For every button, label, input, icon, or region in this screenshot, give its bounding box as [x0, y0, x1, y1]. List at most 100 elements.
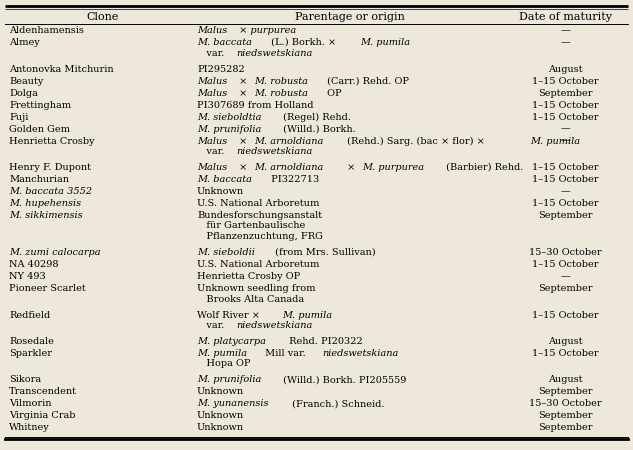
- Text: M. prunifolia: M. prunifolia: [197, 125, 261, 134]
- Text: —: —: [561, 125, 570, 134]
- Text: var.: var.: [197, 321, 227, 330]
- Text: ×: ×: [236, 163, 251, 172]
- Text: 1–15 October: 1–15 October: [532, 163, 599, 172]
- Text: ×: ×: [236, 136, 251, 145]
- Text: Golden Gem: Golden Gem: [9, 125, 70, 134]
- Text: PI322713: PI322713: [268, 175, 319, 184]
- Text: PI307689 from Holland: PI307689 from Holland: [197, 100, 313, 109]
- Text: M. sieboldii: M. sieboldii: [197, 248, 255, 257]
- Text: (Barbier) Rehd.: (Barbier) Rehd.: [443, 163, 523, 172]
- Text: Rosedale: Rosedale: [9, 337, 54, 346]
- Text: ×: ×: [236, 76, 251, 86]
- Text: Almey: Almey: [9, 38, 40, 47]
- Text: Malus: Malus: [197, 89, 227, 98]
- Text: Henrietta Crosby OP: Henrietta Crosby OP: [197, 272, 300, 281]
- Text: Frettingham: Frettingham: [9, 100, 71, 109]
- Text: ×: ×: [236, 89, 251, 98]
- Text: OP: OP: [324, 89, 342, 98]
- Text: M. yunanensis: M. yunanensis: [197, 400, 268, 409]
- Text: Pioneer Scarlet: Pioneer Scarlet: [9, 284, 85, 293]
- Text: 1–15 October: 1–15 October: [532, 349, 599, 358]
- Text: (Rehd.) Sarg. (bac × flor) ×: (Rehd.) Sarg. (bac × flor) ×: [344, 136, 488, 145]
- Text: M. baccata: M. baccata: [197, 38, 252, 47]
- Text: M. baccata 3552: M. baccata 3552: [9, 187, 92, 196]
- Text: Redfield: Redfield: [9, 310, 50, 320]
- Text: M. pumila: M. pumila: [530, 136, 580, 145]
- Text: niedswetskiana: niedswetskiana: [236, 147, 313, 156]
- Text: Manchurian: Manchurian: [9, 175, 69, 184]
- Text: 15–30 October: 15–30 October: [529, 400, 602, 409]
- Text: Unknown: Unknown: [197, 411, 244, 420]
- Text: (Carr.) Rehd. OP: (Carr.) Rehd. OP: [324, 76, 410, 86]
- Text: M. robusta: M. robusta: [254, 89, 308, 98]
- Text: M. sikkimensis: M. sikkimensis: [9, 211, 83, 220]
- Text: var.: var.: [197, 49, 227, 58]
- Text: M. pumila: M. pumila: [282, 310, 332, 320]
- Text: Beauty: Beauty: [9, 76, 44, 86]
- Text: (Willd.) Borkh.: (Willd.) Borkh.: [280, 125, 356, 134]
- Text: (Regel) Rehd.: (Regel) Rehd.: [280, 112, 351, 122]
- Text: Aldenhamensis: Aldenhamensis: [9, 26, 84, 35]
- Text: Brooks Alta Canada: Brooks Alta Canada: [197, 294, 304, 303]
- Text: ×: ×: [344, 163, 358, 172]
- Text: M. arnoldiana: M. arnoldiana: [254, 163, 324, 172]
- Text: 1–15 October: 1–15 October: [532, 100, 599, 109]
- Text: Fuji: Fuji: [9, 112, 28, 122]
- Text: Mill var.: Mill var.: [261, 349, 308, 358]
- Text: Whitney: Whitney: [9, 423, 50, 432]
- Text: M. prunifolia: M. prunifolia: [197, 375, 261, 384]
- Text: NY 493: NY 493: [9, 272, 46, 281]
- Text: Malus: Malus: [197, 136, 227, 145]
- Text: Bundesforschungsanstalt: Bundesforschungsanstalt: [197, 211, 322, 220]
- Text: Pflanzenzuchtung, FRG: Pflanzenzuchtung, FRG: [197, 232, 323, 241]
- Text: 1–15 October: 1–15 October: [532, 175, 599, 184]
- Text: M. arnoldiana: M. arnoldiana: [254, 136, 324, 145]
- Text: U.S. National Arboretum: U.S. National Arboretum: [197, 199, 320, 208]
- Text: Clone: Clone: [87, 12, 119, 22]
- Text: Unknown: Unknown: [197, 187, 244, 196]
- Text: —: —: [561, 272, 570, 281]
- Text: (L.) Borkh. ×: (L.) Borkh. ×: [268, 38, 339, 47]
- Text: (Franch.) Schneid.: (Franch.) Schneid.: [289, 400, 385, 409]
- Text: × purpurea: × purpurea: [236, 26, 296, 35]
- Text: M. sieboldtia: M. sieboldtia: [197, 112, 261, 122]
- Text: (from Mrs. Sullivan): (from Mrs. Sullivan): [272, 248, 375, 257]
- Text: September: September: [538, 423, 592, 432]
- Text: PI295282: PI295282: [197, 64, 245, 73]
- Text: für Gartenbaulische: für Gartenbaulische: [197, 221, 305, 230]
- Text: Henrietta Crosby: Henrietta Crosby: [9, 136, 94, 145]
- Text: NA 40298: NA 40298: [9, 260, 58, 269]
- Text: Virginia Crab: Virginia Crab: [9, 411, 75, 420]
- Text: Unknown: Unknown: [197, 423, 244, 432]
- Text: —: —: [561, 136, 570, 145]
- Text: Transcendent: Transcendent: [9, 387, 77, 396]
- Text: —: —: [561, 187, 570, 196]
- Text: August: August: [548, 375, 583, 384]
- Text: var.: var.: [197, 147, 227, 156]
- Text: Parentage or origin: Parentage or origin: [295, 12, 405, 22]
- Text: niedswetskiana: niedswetskiana: [236, 321, 313, 330]
- Text: Malus: Malus: [197, 26, 227, 35]
- Text: Vilmorin: Vilmorin: [9, 400, 51, 409]
- Text: Date of maturity: Date of maturity: [519, 12, 612, 22]
- Text: 1–15 October: 1–15 October: [532, 76, 599, 86]
- Text: Antonovka Mitchurin: Antonovka Mitchurin: [9, 64, 114, 73]
- Text: Malus: Malus: [197, 163, 227, 172]
- Text: 1–15 October: 1–15 October: [532, 112, 599, 122]
- Text: Dolga: Dolga: [9, 89, 38, 98]
- Text: September: September: [538, 211, 592, 220]
- Text: Henry F. Dupont: Henry F. Dupont: [9, 163, 91, 172]
- Text: August: August: [548, 337, 583, 346]
- Text: niedswetskiana: niedswetskiana: [322, 349, 399, 358]
- Text: M. pumila: M. pumila: [197, 349, 247, 358]
- Text: U.S. National Arboretum: U.S. National Arboretum: [197, 260, 320, 269]
- Text: 1–15 October: 1–15 October: [532, 260, 599, 269]
- Text: September: September: [538, 284, 592, 293]
- Text: M. platycarpa: M. platycarpa: [197, 337, 266, 346]
- Text: Sikora: Sikora: [9, 375, 41, 384]
- Text: M. baccata: M. baccata: [197, 175, 252, 184]
- Text: September: September: [538, 89, 592, 98]
- Text: Malus: Malus: [197, 76, 227, 86]
- Text: M. robusta: M. robusta: [254, 76, 308, 86]
- Text: Unknown seedling from: Unknown seedling from: [197, 284, 315, 293]
